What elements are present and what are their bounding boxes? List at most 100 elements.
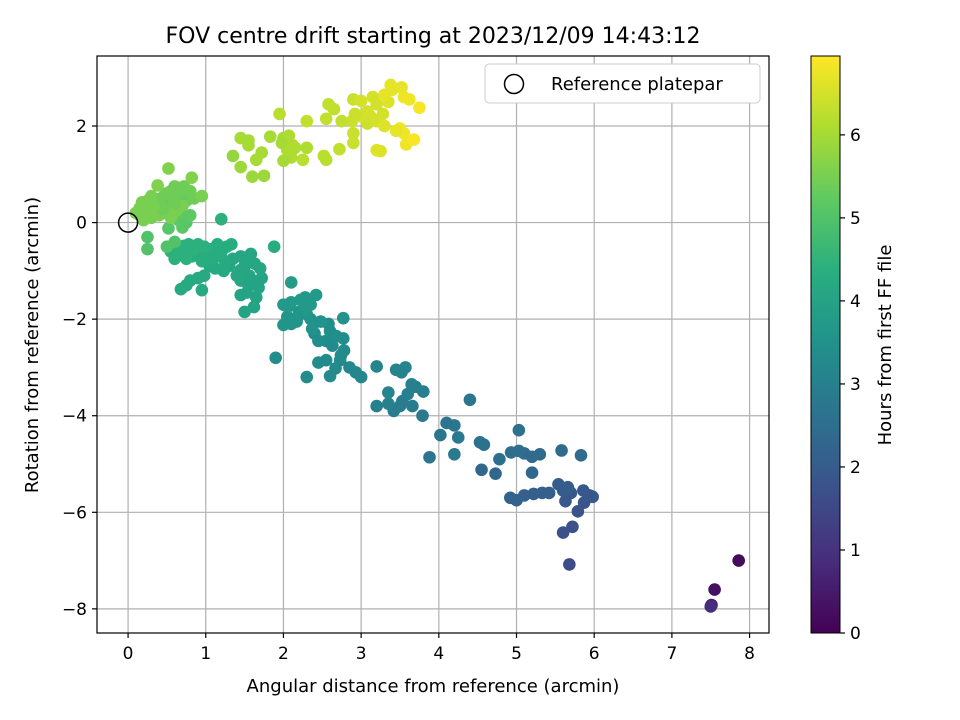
legend-box	[484, 63, 761, 104]
data-point	[296, 153, 310, 167]
data-point	[704, 600, 718, 613]
data-point	[255, 146, 268, 159]
data-point	[226, 149, 240, 163]
x-tick-label: 1	[200, 644, 211, 664]
data-point	[493, 452, 506, 466]
colorbar-tick-label: 1	[850, 541, 861, 561]
data-point	[273, 107, 286, 121]
colorbar-tick-label: 3	[850, 375, 861, 395]
data-point	[463, 393, 477, 407]
data-point	[312, 356, 325, 369]
data-point	[333, 142, 346, 156]
data-point	[141, 242, 154, 256]
data-point	[504, 446, 518, 459]
data-point	[399, 361, 412, 374]
data-point	[168, 196, 181, 210]
data-point	[269, 351, 282, 365]
x-tick-label: 4	[433, 644, 444, 664]
data-point	[234, 160, 248, 174]
data-point	[451, 431, 465, 444]
y-tick-label: −8	[62, 600, 87, 620]
data-point	[277, 318, 290, 332]
x-axis-ticks: 0 1 2 3 4 5 6 7 8	[123, 633, 755, 664]
data-point	[257, 169, 271, 183]
data-point	[556, 526, 570, 539]
data-point	[440, 416, 453, 430]
data-point	[195, 189, 209, 203]
data-point	[162, 162, 175, 175]
data-point	[277, 298, 290, 311]
x-tick-label: 2	[278, 644, 289, 664]
data-point	[168, 235, 181, 249]
x-tick-label: 8	[744, 644, 755, 664]
data-point	[185, 171, 199, 184]
data-point	[300, 370, 314, 384]
data-point	[336, 332, 350, 345]
x-axis-label: Angular distance from reference (arcmin)	[247, 676, 620, 697]
data-point	[382, 386, 395, 399]
colorbar-tick-label: 5	[850, 209, 861, 229]
data-point	[300, 141, 314, 155]
x-tick-label: 0	[123, 644, 134, 664]
data-point	[300, 114, 314, 128]
data-point	[376, 107, 390, 121]
colorbar-label: Hours from first FF file	[875, 245, 896, 446]
y-tick-label: −2	[62, 310, 87, 330]
data-point	[395, 81, 408, 94]
data-point	[708, 583, 721, 596]
data-point	[335, 114, 349, 128]
data-point	[489, 467, 502, 480]
data-point	[220, 240, 234, 254]
colorbar-tick-label: 2	[850, 458, 861, 478]
y-tick-label: −6	[62, 503, 87, 523]
data-point	[317, 149, 331, 163]
data-point	[246, 274, 259, 287]
x-tick-label: 3	[356, 644, 367, 664]
y-tick-label: 0	[76, 214, 87, 234]
data-point	[247, 300, 261, 314]
data-point	[370, 97, 383, 111]
data-point	[336, 311, 350, 325]
colorbar-ticks: 0 1 2 3 4 5 6	[840, 126, 861, 644]
data-point	[277, 154, 290, 168]
data-point	[448, 448, 461, 461]
legend-label: Reference platepar	[551, 74, 723, 95]
x-tick-label: 5	[511, 644, 522, 664]
grid	[97, 56, 769, 633]
data-point	[284, 276, 298, 289]
data-point	[195, 283, 209, 297]
reference-marker	[117, 212, 139, 233]
data-point	[555, 444, 568, 457]
data-point	[552, 477, 565, 491]
data-point	[378, 88, 391, 101]
data-point	[475, 463, 488, 477]
data-point	[512, 423, 526, 437]
data-point	[242, 134, 255, 147]
data-point	[215, 212, 228, 226]
data-point	[267, 240, 281, 254]
data-point	[571, 505, 585, 518]
data-point	[403, 93, 416, 106]
data-point	[173, 246, 186, 260]
data-point	[525, 466, 539, 479]
data-point	[407, 133, 421, 146]
data-point	[503, 491, 517, 505]
data-point	[378, 119, 391, 133]
data-point	[527, 487, 540, 501]
data-point	[382, 397, 395, 410]
data-point	[370, 143, 383, 157]
data-point	[566, 520, 579, 534]
data-point	[286, 139, 300, 152]
y-tick-label: −4	[62, 407, 87, 427]
data-point	[246, 170, 259, 184]
data-point	[314, 315, 328, 328]
data-point	[389, 124, 403, 138]
data-point	[473, 435, 487, 449]
data-point	[238, 305, 251, 319]
data-point	[354, 94, 368, 108]
data-point	[191, 271, 205, 285]
data-point	[207, 252, 220, 266]
data-point	[347, 136, 360, 150]
data-point	[347, 126, 360, 140]
data-point	[434, 428, 447, 442]
